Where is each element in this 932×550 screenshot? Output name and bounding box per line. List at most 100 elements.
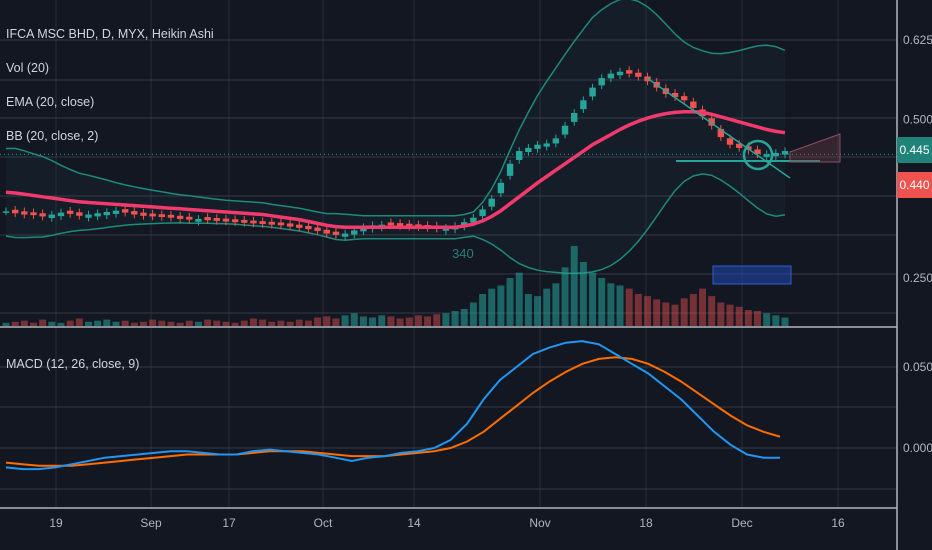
volume-bar (194, 321, 202, 326)
volume-bar (304, 320, 312, 326)
volume-bar (249, 318, 257, 326)
volume-bar (369, 317, 377, 326)
candle-body (66, 210, 74, 214)
candle-body (268, 221, 275, 225)
candle-body (772, 152, 780, 157)
candle-body (479, 209, 486, 217)
annotation-text: 340 (452, 246, 474, 261)
volume-bar (653, 299, 661, 326)
candle-body (781, 151, 789, 155)
candle-body (332, 231, 340, 235)
volume-bar (644, 296, 652, 326)
candle-body (406, 223, 413, 227)
bb-upper (5, 0, 786, 217)
volume-bar (442, 313, 450, 326)
time-tick: Dec (731, 516, 752, 530)
candle-body (149, 213, 156, 217)
candle-body (396, 223, 404, 226)
volume-bar (699, 288, 707, 326)
volume-bar (524, 294, 532, 326)
candle-body (286, 223, 294, 227)
volume-bar (213, 320, 221, 326)
volume-bar (754, 311, 761, 326)
volume-bars (2, 246, 789, 326)
volume-bar (387, 316, 395, 326)
price-tag-red: 0.440 (897, 172, 932, 198)
volume-bar (625, 288, 633, 326)
candle-body (57, 212, 65, 217)
bb-lower (5, 173, 786, 275)
circle-marker (742, 139, 774, 171)
candle-body (30, 212, 37, 216)
candle-body (589, 87, 596, 97)
candle-body (131, 211, 138, 215)
volume-bar (506, 278, 514, 326)
volume-bar (341, 315, 349, 326)
volume-bar (231, 322, 239, 326)
volume-bar (488, 288, 496, 326)
candle-body (158, 214, 166, 218)
volume-bar (277, 320, 285, 326)
time-tick: 14 (407, 516, 421, 530)
candle-body (176, 215, 184, 219)
candle-body (506, 163, 514, 176)
volume-bar (112, 321, 120, 326)
volume-bar (39, 319, 47, 326)
volume-bar (515, 272, 523, 326)
time-tick: 18 (639, 516, 653, 530)
volume-bar (158, 320, 166, 326)
volume-bar (222, 321, 230, 326)
volume-bar (680, 298, 688, 326)
volume-bar (735, 306, 743, 326)
candle-body (607, 73, 615, 79)
volume-bar (259, 319, 267, 326)
candle-body (470, 217, 477, 223)
volume-bar (479, 294, 487, 326)
volume-bar (204, 319, 212, 326)
signal-line (5, 356, 781, 467)
volume-bar (139, 321, 147, 326)
volume-bar (433, 314, 441, 326)
volume-bar (75, 318, 83, 326)
candle-body (186, 216, 193, 220)
candle-body (167, 214, 175, 218)
volume-bar (149, 319, 157, 326)
volume-bar (726, 304, 734, 326)
volume-bar (763, 313, 771, 326)
candle-body (598, 78, 605, 86)
candle-body (21, 211, 28, 215)
volume-bar (598, 278, 606, 326)
candle-body (204, 217, 211, 221)
candle-body (76, 212, 83, 216)
candle-body (635, 72, 642, 77)
candle-body (543, 143, 550, 147)
bb-fill (6, 0, 785, 274)
candle-body (140, 212, 147, 216)
candle-body (525, 147, 532, 153)
candle-body (708, 118, 715, 126)
projection-wedge (789, 133, 841, 163)
candle-body (763, 154, 770, 157)
candle-body (717, 128, 725, 138)
volume-bar (552, 283, 560, 326)
volume-bar (534, 296, 542, 326)
volume-bar (66, 320, 74, 326)
time-tick: 16 (831, 516, 845, 530)
highlight-box (712, 265, 792, 285)
volume-bar (671, 304, 679, 326)
time-tick: Nov (529, 516, 550, 530)
volume-bar (589, 272, 597, 326)
candle-body (341, 233, 349, 237)
volume-bar (634, 294, 642, 326)
candle-body (241, 219, 248, 223)
candle-body (580, 100, 587, 110)
time-tick: 19 (49, 516, 63, 530)
candle-body (112, 210, 120, 214)
candle-body (195, 218, 202, 222)
volume-bar (543, 288, 551, 326)
volume-bar (772, 315, 780, 326)
legend-symbol: IFCA MSC BHD, D, MYX, Heikin Ashi (6, 27, 214, 41)
candle-body (259, 221, 266, 225)
bollinger-bands (5, 0, 786, 275)
